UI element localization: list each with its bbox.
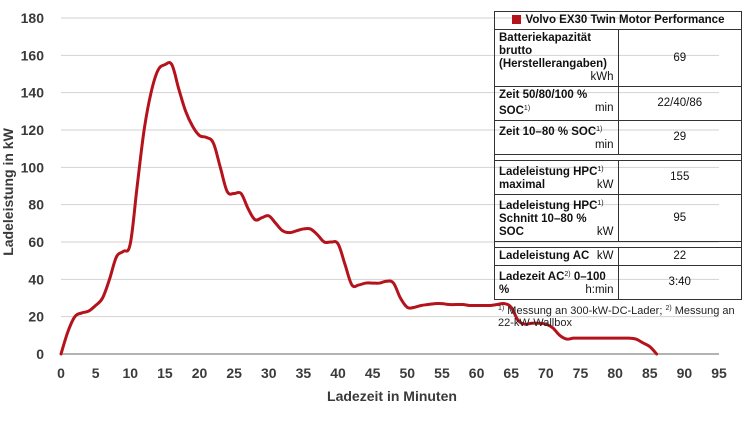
footnote-mark: 1) xyxy=(597,166,604,173)
footnote-text-1: Messung an 300-kW-DC-Lader; xyxy=(504,305,666,317)
x-tick-label: 60 xyxy=(469,365,485,381)
spec-label-line1: Ladeleistung HPC xyxy=(499,200,598,212)
x-axis-title: Ladezeit in Minuten xyxy=(327,388,457,404)
spec-value: 22 xyxy=(617,247,742,266)
y-tick-label: 180 xyxy=(21,10,45,26)
spec-row-time-10-80: Zeit 10–80 % SOC1) min 29 xyxy=(494,120,742,155)
y-tick-label: 100 xyxy=(21,159,45,175)
spec-label: Zeit 10–80 % SOC1) min xyxy=(494,120,619,155)
footnote-mark: 1) xyxy=(498,305,505,312)
spec-row-ac-time: Ladezeit AC2) 0–100 % h:min 3:40 xyxy=(494,265,742,300)
spec-label-line1: Zeit 10–80 % SOC xyxy=(499,126,597,138)
spec-table: Volvo EX30 Twin Motor Performance Batter… xyxy=(494,11,742,300)
x-tick-label: 15 xyxy=(157,365,173,381)
x-tick-label: 30 xyxy=(261,365,277,381)
spec-unit: kW xyxy=(596,250,614,262)
spec-label: Zeit 50/80/100 % SOC1) min xyxy=(494,86,619,121)
y-tick-label: 140 xyxy=(21,85,45,101)
y-tick-label: 160 xyxy=(21,47,45,63)
x-tick-label: 95 xyxy=(711,365,727,381)
spec-row-hpc-average: Ladeleistung HPC1) Schnitt 10–80 % SOC k… xyxy=(494,194,742,242)
y-tick-label: 0 xyxy=(36,346,44,362)
x-tick-label: 70 xyxy=(538,365,554,381)
x-tick-label: 20 xyxy=(192,365,208,381)
x-tick-label: 65 xyxy=(503,365,519,381)
spec-value: 69 xyxy=(617,29,742,87)
x-tick-label: 80 xyxy=(607,365,623,381)
spec-label: Ladeleistung HPC1) maximal kW xyxy=(494,160,619,195)
x-tick-label: 90 xyxy=(677,365,693,381)
x-tick-label: 55 xyxy=(434,365,450,381)
footnote-mark: 1) xyxy=(523,105,531,112)
spec-label: Ladeleistung AC kW xyxy=(494,247,619,266)
y-tick-label: 60 xyxy=(28,234,44,250)
spec-unit: min xyxy=(594,139,614,151)
y-tick-label: 40 xyxy=(28,271,44,287)
spec-label-line1: Ladeleistung AC xyxy=(499,250,590,262)
spec-unit: kW xyxy=(596,226,614,238)
x-axis-tick-labels: 0 5 10 15 20 25 30 35 40 45 50 55 60 65 70 75 80 85 90 95 xyxy=(57,365,727,381)
y-axis-title: Ladeleistung in kW xyxy=(0,127,16,255)
spec-label: Ladeleistung HPC1) Schnitt 10–80 % SOC k… xyxy=(494,194,619,242)
x-tick-label: 5 xyxy=(92,365,100,381)
footnote-mark: 1) xyxy=(596,126,603,133)
x-tick-label: 40 xyxy=(330,365,346,381)
footnote-mark: 2) xyxy=(564,271,571,278)
x-tick-label: 35 xyxy=(296,365,312,381)
spec-table-header: Volvo EX30 Twin Motor Performance xyxy=(494,11,742,30)
spec-table-panel: Volvo EX30 Twin Motor Performance Batter… xyxy=(494,11,742,329)
spec-label-line2: (Herstellerangaben) xyxy=(499,58,608,70)
spec-label: Batteriekapazität brutto (Herstelleranga… xyxy=(494,29,619,87)
spec-unit: min xyxy=(594,102,614,114)
footnote-text-2: Messung an 22-kW-Wallbox xyxy=(498,305,735,329)
spec-label-line2: Schnitt 10–80 % SOC xyxy=(499,213,587,238)
x-tick-label: 45 xyxy=(365,365,381,381)
spec-label-line1: Ladezeit AC xyxy=(499,271,565,283)
footnote-mark: 2) xyxy=(665,305,672,312)
x-tick-label: 10 xyxy=(122,365,138,381)
spec-value: 3:40 xyxy=(617,265,742,300)
x-tick-label: 85 xyxy=(642,365,658,381)
spec-table-header-row: Volvo EX30 Twin Motor Performance xyxy=(494,11,742,30)
y-axis-tick-labels: 0 20 40 60 80 100 120 140 160 180 xyxy=(21,10,45,362)
spec-label-line1: Batteriekapazität brutto xyxy=(499,32,592,57)
spec-value: 155 xyxy=(617,160,742,195)
y-tick-label: 20 xyxy=(28,309,44,325)
x-tick-label: 75 xyxy=(573,365,589,381)
x-tick-label: 25 xyxy=(226,365,242,381)
spec-row-hpc-max: Ladeleistung HPC1) maximal kW 155 xyxy=(494,160,742,195)
footnote-mark: 1) xyxy=(597,200,604,207)
series-line-charging-power xyxy=(59,61,659,356)
spec-label-suffix: 0–100 % xyxy=(499,271,606,296)
model-color-swatch xyxy=(511,15,521,24)
x-tick-label: 50 xyxy=(400,365,416,381)
spec-unit: h:min xyxy=(585,284,614,296)
spec-value: 95 xyxy=(617,194,742,242)
y-tick-label: 80 xyxy=(28,197,44,213)
spec-label-line1: Ladeleistung HPC xyxy=(499,166,598,178)
footnote: 1) Messung an 300-kW-DC-Lader; 2) Messun… xyxy=(494,303,742,329)
spec-value: 22/40/86 xyxy=(617,86,742,121)
spec-row-time-50-80-100: Zeit 50/80/100 % SOC1) min 22/40/86 xyxy=(494,86,742,121)
spec-unit: kWh xyxy=(590,71,614,83)
spec-row-battery: Batteriekapazität brutto (Herstelleranga… xyxy=(494,29,742,87)
spec-label-line1: Zeit 50/80/100 % SOC xyxy=(499,89,588,117)
model-name: Volvo EX30 Twin Motor Performance xyxy=(525,14,725,26)
spec-label: Ladezeit AC2) 0–100 % h:min xyxy=(494,265,619,300)
spec-label-line2: maximal xyxy=(499,179,546,191)
x-tick-label: 0 xyxy=(57,365,65,381)
spec-row-ac-power: Ladeleistung AC kW 22 xyxy=(494,247,742,266)
spec-unit: kW xyxy=(596,179,614,191)
spec-value: 29 xyxy=(617,120,742,155)
y-tick-label: 120 xyxy=(21,122,45,138)
gridlines xyxy=(61,17,719,318)
